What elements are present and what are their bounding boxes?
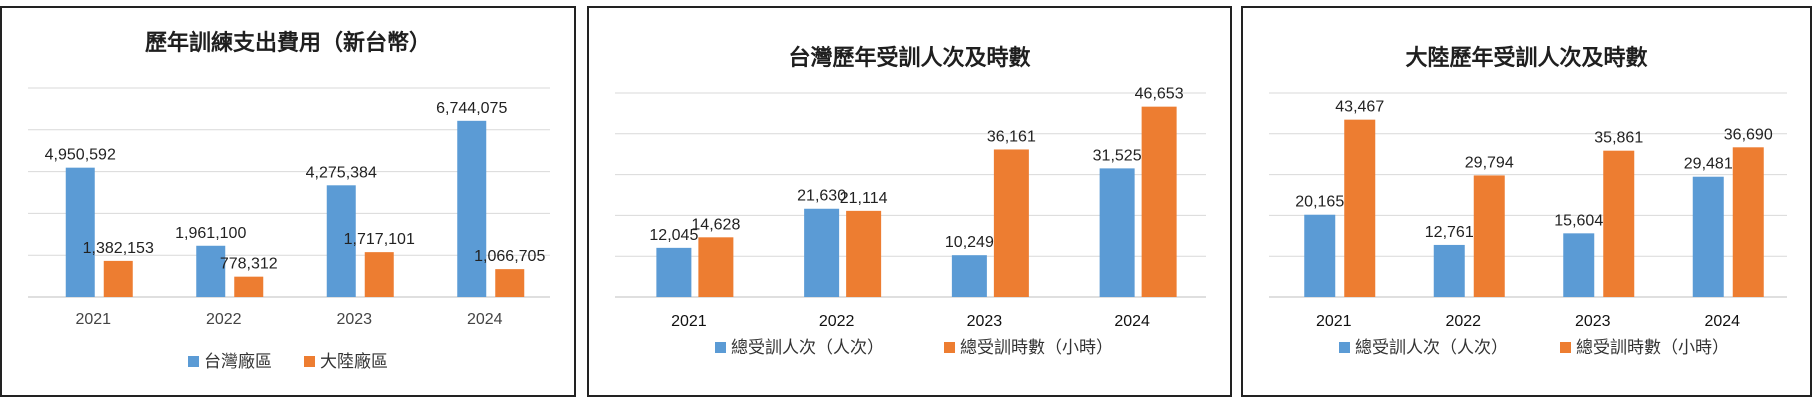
bar-series-1 — [1433, 244, 1465, 297]
data-label: 35,861 — [1594, 130, 1643, 147]
data-label: 43,467 — [1335, 99, 1384, 116]
bar-series-1 — [1692, 176, 1724, 297]
legend-swatch — [188, 356, 199, 367]
x-tick-label: 2024 — [1114, 313, 1150, 330]
data-label: 778,312 — [220, 256, 278, 273]
bar-series-2 — [1603, 150, 1635, 297]
x-tick-label: 2022 — [819, 313, 855, 330]
data-label: 29,481 — [1684, 156, 1733, 173]
bar-series-2 — [846, 210, 882, 297]
chart-panel-mainland-training: 大陸歷年受訓人次及時數 2021 20,165 43,467 2022 12,761 29,… — [1241, 6, 1812, 397]
bar-series-2 — [234, 276, 264, 297]
legend-label: 總受訓時數（小時） — [1576, 338, 1729, 358]
legend-label: 總受訓時數（小時） — [960, 338, 1113, 358]
data-label: 6,744,075 — [436, 100, 507, 117]
bar-series-1 — [457, 120, 487, 298]
x-tick-label: 2022 — [206, 311, 242, 328]
data-label: 15,604 — [1554, 212, 1603, 229]
bar-series-2 — [993, 149, 1029, 297]
data-label: 20,165 — [1295, 194, 1344, 211]
chart-mainland-training: 大陸歷年受訓人次及時數 2021 20,165 43,467 2022 12,761 29,… — [1269, 45, 1787, 358]
bar-series-1 — [951, 255, 987, 297]
bar-series-1 — [65, 167, 95, 297]
data-label: 1,382,153 — [83, 240, 154, 257]
bar-series-1 — [1304, 214, 1336, 297]
bar-series-2 — [103, 260, 133, 297]
data-label: 12,045 — [649, 227, 698, 244]
data-label: 14,628 — [691, 216, 740, 233]
bar-series-2 — [495, 269, 525, 297]
data-label: 1,066,705 — [474, 248, 545, 265]
x-tick-label: 2022 — [1445, 313, 1481, 330]
bar-series-2 — [364, 252, 394, 297]
data-label: 4,275,384 — [306, 164, 377, 181]
bar-series-1 — [1099, 168, 1135, 297]
legend-swatch — [944, 342, 955, 353]
x-tick-label: 2021 — [1316, 313, 1352, 330]
legend-swatch — [1560, 342, 1571, 353]
x-tick-label: 2024 — [1704, 313, 1740, 330]
legend-label: 總受訓人次（人次） — [1355, 338, 1508, 358]
data-label: 1,717,101 — [344, 231, 415, 248]
data-label: 21,630 — [797, 188, 846, 205]
legend-label: 總受訓人次（人次） — [731, 338, 884, 358]
bar-series-2 — [1732, 147, 1764, 297]
chart-training-cost: 歷年訓練支出費用（新台幣） 2021 4,950,592 1,382,153 2022 1… — [28, 30, 550, 372]
x-tick-label: 2021 — [75, 311, 111, 328]
chart-panel-training-cost: 歷年訓練支出費用（新台幣） 2021 4,950,592 1,382,153 2022 1… — [0, 6, 576, 397]
data-label: 36,161 — [987, 128, 1036, 145]
x-tick-label: 2023 — [336, 311, 372, 328]
chart-title: 大陸歷年受訓人次及時數 — [1405, 45, 1647, 71]
data-label: 36,690 — [1724, 126, 1773, 143]
legend-label: 台灣廠區 — [204, 351, 272, 372]
chart-title: 歷年訓練支出費用（新台幣） — [145, 30, 431, 56]
bar-series-2 — [1344, 119, 1376, 298]
data-label: 10,249 — [945, 234, 994, 251]
data-label: 29,794 — [1465, 154, 1514, 171]
legend-swatch — [715, 342, 726, 353]
data-label: 4,950,592 — [45, 147, 116, 164]
bar-series-1 — [196, 245, 226, 297]
data-label: 1,961,100 — [175, 225, 246, 242]
bar-series-1 — [804, 208, 840, 297]
data-label: 31,525 — [1093, 147, 1142, 164]
data-label: 12,761 — [1425, 224, 1474, 241]
chart-panel-taiwan-training: 台灣歷年受訓人次及時數 2021 12,045 14,628 2022 21,630 21,… — [587, 6, 1232, 397]
legend-label: 大陸廠區 — [320, 351, 388, 372]
x-tick-label: 2023 — [1575, 313, 1611, 330]
bar-series-2 — [698, 237, 734, 297]
x-tick-label: 2024 — [467, 311, 503, 328]
data-label: 21,114 — [840, 190, 888, 207]
bar-series-1 — [656, 247, 692, 297]
bar-series-1 — [1563, 233, 1595, 297]
x-tick-label: 2023 — [967, 313, 1003, 330]
chart-title: 台灣歷年受訓人次及時數 — [788, 45, 1030, 71]
bar-series-1 — [326, 185, 356, 297]
legend-swatch — [304, 356, 315, 367]
bar-series-2 — [1141, 106, 1177, 297]
bar-series-2 — [1473, 175, 1505, 297]
x-tick-label: 2021 — [671, 313, 707, 330]
data-label: 46,653 — [1135, 86, 1184, 103]
legend-swatch — [1339, 342, 1350, 353]
